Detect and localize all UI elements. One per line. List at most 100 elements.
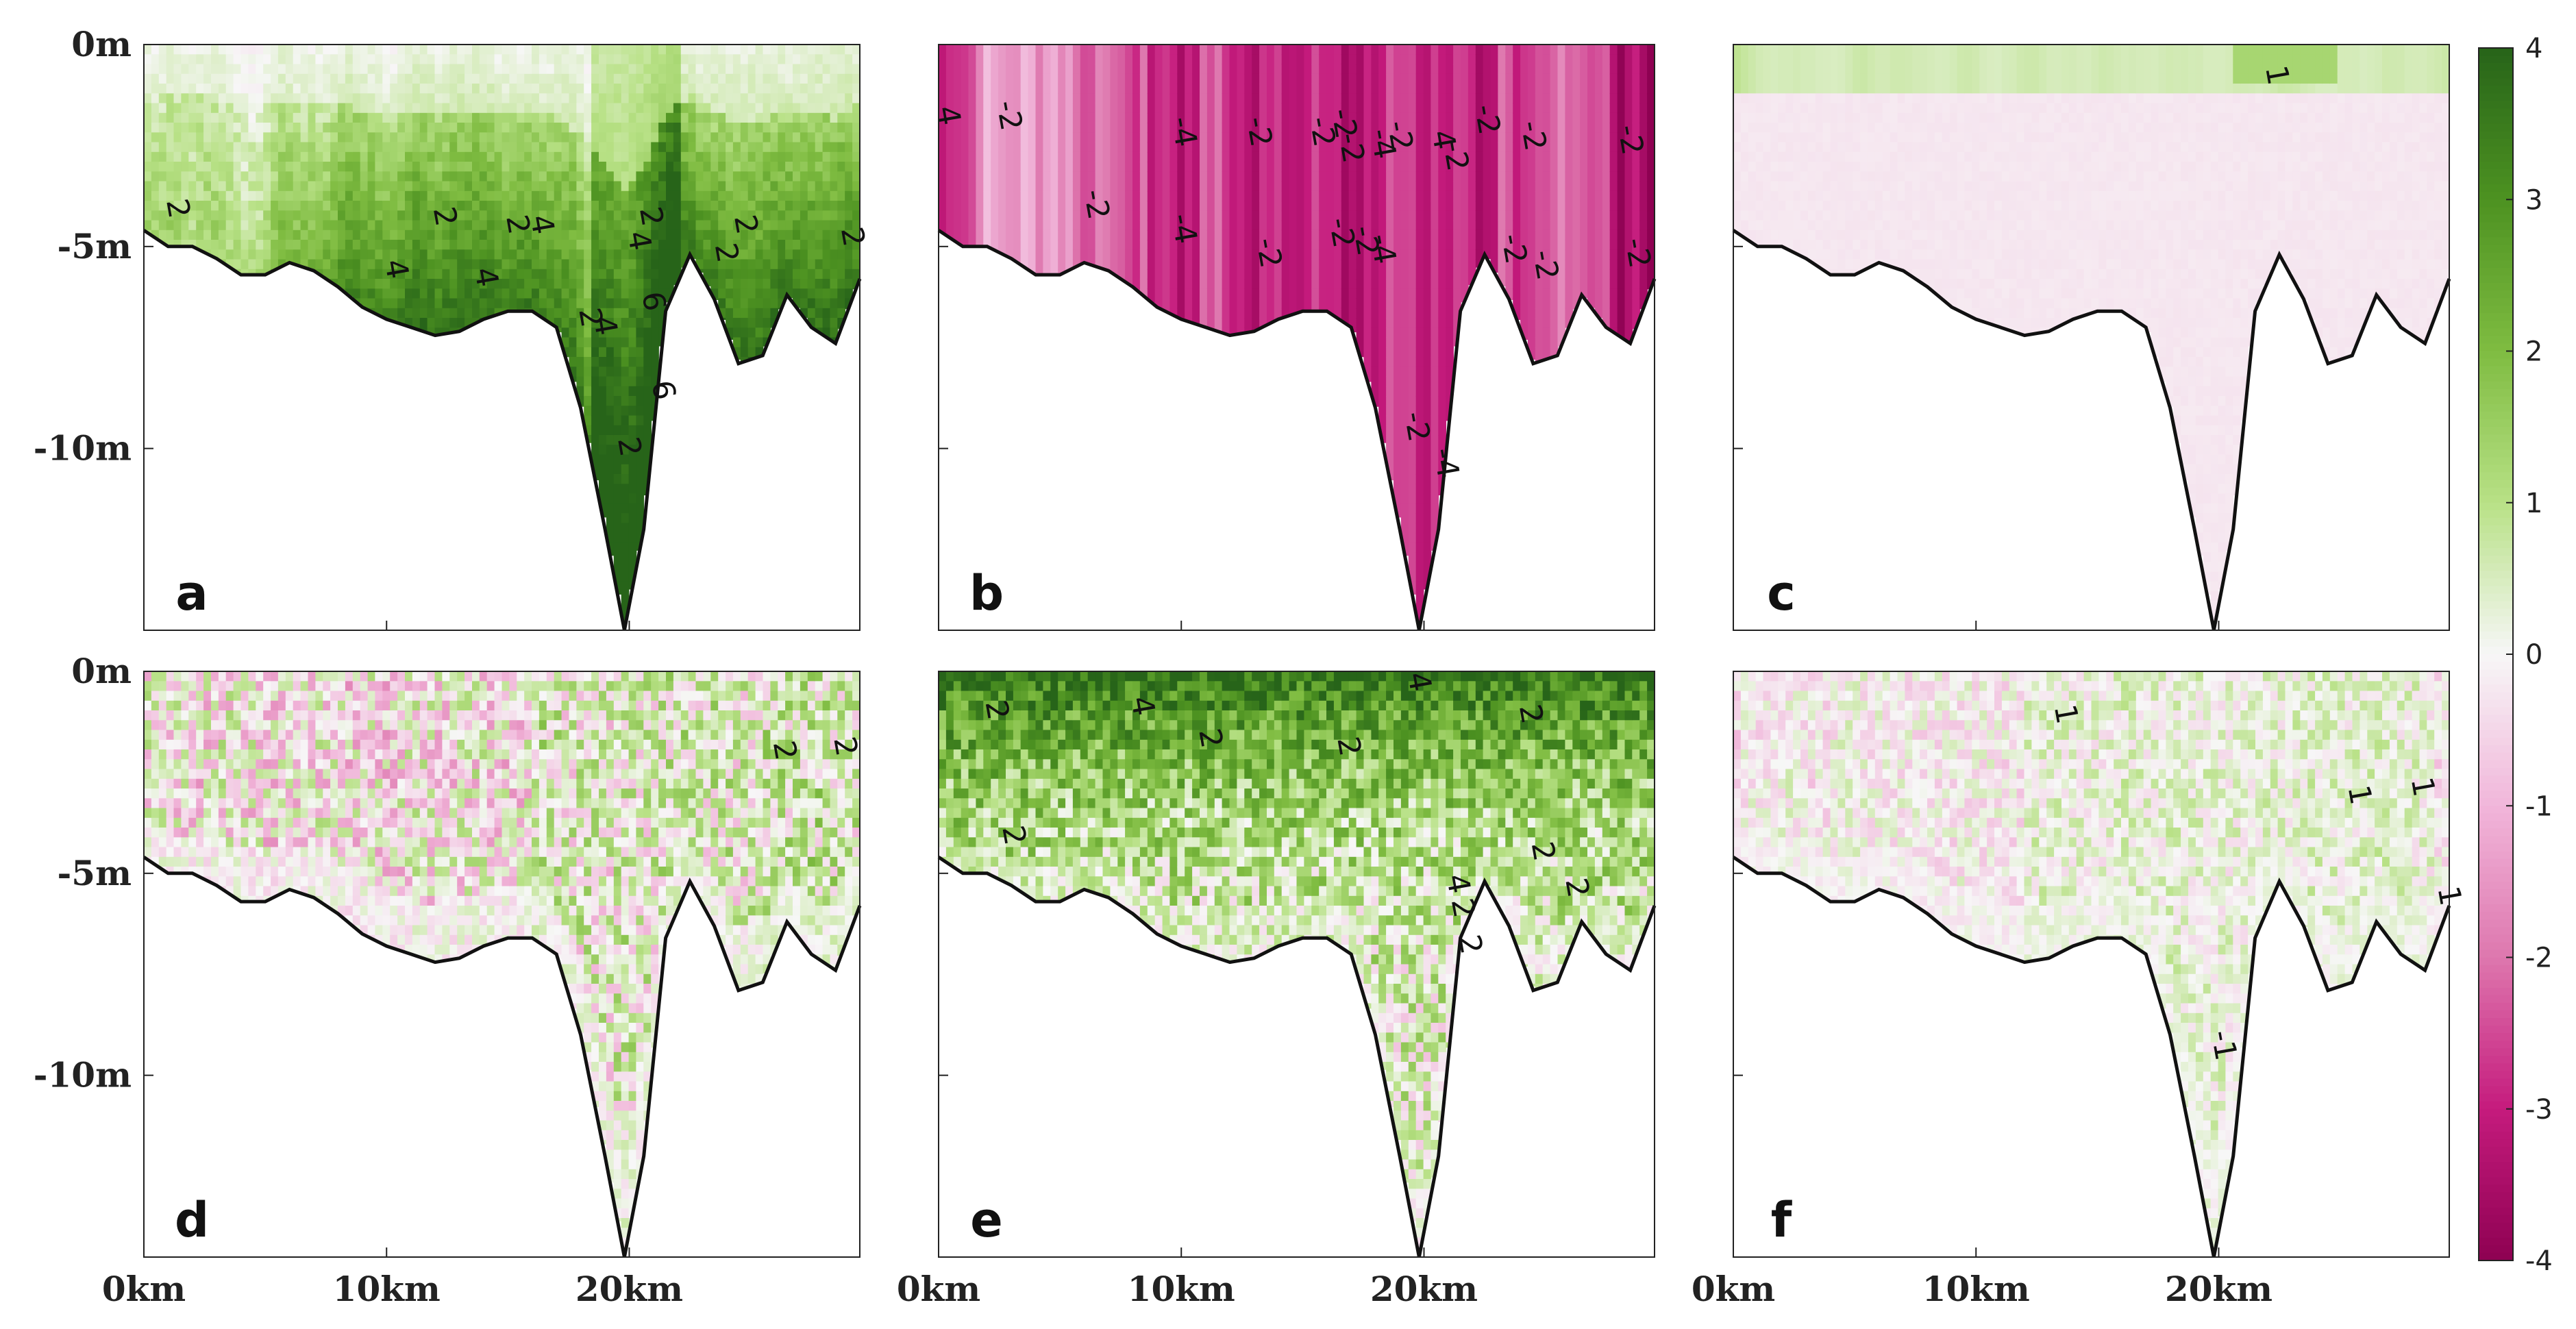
- field-cell: [636, 337, 645, 348]
- field-cell: [1408, 376, 1417, 387]
- field-cell: [599, 503, 607, 514]
- field-cell: [703, 190, 712, 201]
- field-cell: [1147, 112, 1156, 123]
- field-cell: [1408, 425, 1417, 436]
- field-cell: [1348, 171, 1357, 182]
- field-cell: [1013, 210, 1021, 221]
- field-cell: [1386, 201, 1394, 212]
- field-cell: [1117, 181, 1126, 192]
- field-cell: [1400, 298, 1409, 309]
- field-cell: [1013, 45, 1021, 55]
- field-cell: [554, 112, 562, 123]
- field-cell: [576, 367, 585, 377]
- field-cell: [740, 347, 749, 358]
- field-cell: [740, 162, 749, 173]
- field-cell: [695, 103, 704, 114]
- field-cell: [1274, 84, 1283, 95]
- field-cell: [352, 181, 361, 192]
- field-cell: [1237, 298, 1246, 309]
- field-cell: [688, 229, 697, 240]
- field-cell: [233, 54, 242, 65]
- field-cell: [576, 190, 585, 201]
- field-cell: [546, 240, 555, 251]
- field-cell: [1289, 210, 1298, 221]
- field-cell: [613, 259, 622, 270]
- field-cell: [449, 318, 458, 329]
- field-cell: [680, 45, 689, 55]
- field-cell: [822, 84, 831, 95]
- field-cell: [830, 229, 839, 240]
- field-cell: [263, 151, 271, 162]
- field-cell: [1237, 327, 1246, 334]
- field-cell: [1252, 132, 1260, 143]
- field-cell: [763, 142, 771, 153]
- field-cell: [546, 132, 555, 143]
- field-cell: [673, 269, 682, 280]
- field-cell: [584, 308, 592, 319]
- field-cell: [1200, 45, 1208, 55]
- field-cell: [405, 308, 413, 319]
- field-cell: [1214, 103, 1223, 114]
- field-cell: [740, 337, 749, 348]
- field-cell: [621, 435, 630, 446]
- field-cell: [680, 181, 689, 192]
- field-cell: [1237, 132, 1246, 143]
- field-cell: [1408, 337, 1417, 348]
- field-cell: [1028, 171, 1037, 182]
- field-cell: [561, 308, 570, 319]
- field-cell: [718, 73, 726, 84]
- field-cell: [953, 220, 962, 231]
- field-cell: [613, 279, 622, 290]
- field-cell: [636, 123, 645, 134]
- field-cell: [778, 142, 786, 153]
- field-cell: [1423, 181, 1432, 192]
- field-cell: [1378, 93, 1387, 104]
- field-cell: [1169, 190, 1178, 201]
- field-cell: [1431, 54, 1439, 65]
- field-cell: [1304, 210, 1313, 221]
- field-cell: [1043, 210, 1052, 221]
- field-cell: [599, 386, 607, 397]
- field-cell: [666, 259, 674, 270]
- field-cell: [188, 84, 197, 95]
- field-cell: [998, 73, 1006, 84]
- field-cell: [755, 308, 764, 319]
- field-cell: [945, 84, 954, 95]
- field-cell: [1296, 249, 1305, 260]
- field-cell: [606, 54, 615, 65]
- field-cell: [166, 112, 175, 123]
- field-cell: [434, 240, 443, 251]
- field-cell: [338, 64, 346, 75]
- field-cell: [998, 249, 1006, 255]
- field-cell: [688, 210, 697, 221]
- field-cell: [1408, 532, 1417, 543]
- field-cell: [1229, 201, 1238, 212]
- field-cell: [599, 54, 607, 65]
- field-cell: [300, 240, 309, 251]
- field-cell: [726, 190, 734, 201]
- field-cell: [517, 249, 525, 260]
- field-cell: [144, 73, 152, 84]
- field-cell: [621, 269, 630, 280]
- field-cell: [1378, 162, 1387, 173]
- field-cell: [726, 93, 734, 104]
- field-cell: [628, 269, 637, 280]
- field-cell: [961, 84, 969, 95]
- field-cell: [1006, 220, 1014, 231]
- field-cell: [1356, 288, 1365, 299]
- field-cell: [1461, 249, 1469, 260]
- axes-frame: [143, 44, 860, 631]
- field-cell: [494, 103, 503, 114]
- field-cell: [442, 73, 451, 84]
- field-cell: [845, 210, 853, 221]
- field-cell: [465, 171, 473, 182]
- field-cell: [1281, 190, 1290, 201]
- field-cell: [1467, 201, 1476, 212]
- field-cell: [576, 386, 585, 397]
- field-cell: [509, 279, 518, 290]
- field-cell: [166, 171, 175, 182]
- field-cell: [1132, 249, 1141, 260]
- field-cell: [263, 190, 271, 201]
- field-cell: [352, 201, 361, 212]
- field-cell: [1185, 54, 1193, 65]
